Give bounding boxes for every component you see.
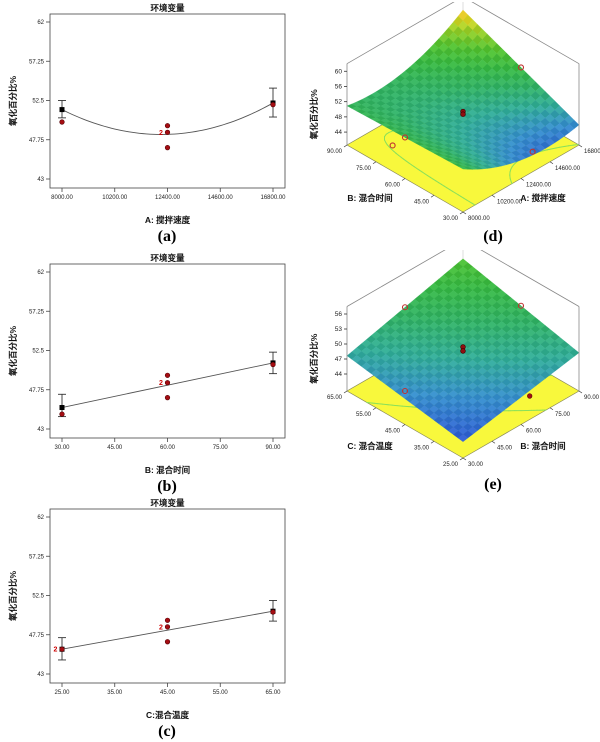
svg-text:45.00: 45.00: [385, 429, 401, 435]
panel-e: 25.00 35.00 45.00 55.00 65.00 30.00 45.00 60.00…: [300, 250, 600, 493]
svg-text:2: 2: [159, 130, 163, 137]
panel-b: 43 47.75 52.5 57.25 62 30.00 45.00 60.00 75.00 90…: [0, 252, 300, 495]
svg-text:52.5: 52.5: [32, 594, 44, 600]
svg-text:75.00: 75.00: [555, 412, 571, 418]
svg-text:8000.00: 8000.00: [468, 216, 490, 222]
svg-text:48: 48: [335, 114, 343, 121]
svg-text:16800.00: 16800.00: [584, 149, 600, 155]
svg-text:57.25: 57.25: [29, 309, 45, 315]
svg-text:47.75: 47.75: [29, 138, 45, 144]
panel-caption-b: (b): [157, 478, 177, 495]
surface-plot-e: 25.00 35.00 45.00 55.00 65.00 30.00 45.00 60.00…: [309, 250, 600, 468]
svg-text:44: 44: [335, 129, 343, 136]
one-factor-plot-a: 43 47.75 52.5 57.25 62 8000.00 10200.00 12400.0…: [8, 3, 286, 225]
svg-text:35.00: 35.00: [414, 445, 430, 451]
svg-text:57.25: 57.25: [29, 59, 45, 65]
svg-text:56: 56: [335, 311, 343, 318]
svg-text:65.00: 65.00: [327, 395, 343, 401]
svg-text:A: 搅拌速度: A: 搅拌速度: [520, 193, 566, 203]
svg-text:43: 43: [37, 177, 44, 183]
svg-text:62: 62: [37, 20, 44, 26]
panel-caption-c: (c): [158, 723, 176, 740]
svg-text:52.5: 52.5: [32, 99, 44, 105]
svg-text:52.5: 52.5: [32, 349, 44, 355]
svg-text:氧化百分比%: 氧化百分比%: [8, 76, 18, 128]
svg-text:47.75: 47.75: [29, 633, 45, 639]
svg-text:90.00: 90.00: [327, 149, 343, 155]
svg-text:53: 53: [335, 326, 343, 333]
svg-text:60: 60: [335, 68, 343, 75]
svg-text:B: 混合时间: B: 混合时间: [347, 193, 392, 203]
svg-text:C:混合温度: C:混合温度: [146, 710, 189, 720]
svg-text:2: 2: [54, 647, 58, 654]
svg-text:氧化百分比%: 氧化百分比%: [8, 571, 18, 623]
svg-text:环境变量: 环境变量: [150, 498, 185, 508]
svg-text:10200.00: 10200.00: [497, 199, 523, 205]
svg-text:12400.00: 12400.00: [155, 195, 181, 201]
svg-text:55.00: 55.00: [356, 412, 372, 418]
svg-text:10200.00: 10200.00: [102, 195, 128, 201]
svg-text:环境变量: 环境变量: [150, 253, 185, 263]
svg-text:16800.00: 16800.00: [260, 195, 286, 201]
svg-text:43: 43: [37, 427, 44, 433]
svg-text:60.00: 60.00: [160, 445, 176, 451]
svg-text:B: 混合时间: B: 混合时间: [520, 441, 565, 451]
svg-text:50: 50: [335, 341, 343, 348]
svg-text:55.00: 55.00: [213, 690, 229, 696]
svg-text:A: 搅拌速度: A: 搅拌速度: [145, 215, 191, 225]
svg-text:60.00: 60.00: [385, 183, 401, 189]
svg-text:60.00: 60.00: [526, 429, 542, 435]
svg-text:90.00: 90.00: [265, 445, 281, 451]
svg-text:30.00: 30.00: [468, 462, 484, 468]
panel-d: 30.00 45.00 60.00 75.00 90.00 8000.00 10200.00…: [300, 2, 600, 245]
svg-text:2: 2: [159, 624, 163, 631]
svg-text:56: 56: [335, 83, 343, 90]
one-factor-plot-b: 43 47.75 52.5 57.25 62 30.00 45.00 60.00 75.00 90…: [8, 253, 286, 475]
svg-text:44: 44: [335, 371, 343, 378]
svg-text:45.00: 45.00: [497, 445, 513, 451]
svg-text:25.00: 25.00: [443, 462, 459, 468]
surface-plot-d: 30.00 45.00 60.00 75.00 90.00 8000.00 10200.00…: [309, 2, 600, 222]
svg-text:35.00: 35.00: [107, 690, 123, 696]
svg-text:2: 2: [159, 380, 163, 387]
one-factor-plot-c: 43 47.75 52.5 57.25 62 25.00 35.00 45.00 55.00 65…: [8, 498, 286, 720]
panel-a: 43 47.75 52.5 57.25 62 8000.00 10200.00 12400.0…: [0, 2, 300, 245]
svg-text:62: 62: [37, 515, 44, 521]
svg-text:47: 47: [335, 356, 343, 363]
svg-text:30.00: 30.00: [54, 445, 70, 451]
svg-text:45.00: 45.00: [160, 690, 176, 696]
svg-text:12400.00: 12400.00: [526, 183, 552, 189]
svg-text:45.00: 45.00: [107, 445, 123, 451]
svg-text:氧化百分比%: 氧化百分比%: [309, 89, 319, 141]
svg-text:氧化百分比%: 氧化百分比%: [8, 326, 18, 378]
svg-text:C: 混合温度: C: 混合温度: [347, 441, 393, 451]
svg-text:8000.00: 8000.00: [51, 195, 73, 201]
svg-text:氧化百分比%: 氧化百分比%: [309, 333, 319, 385]
svg-text:62: 62: [37, 270, 44, 276]
svg-text:90.00: 90.00: [584, 395, 600, 401]
svg-text:环境变量: 环境变量: [150, 3, 185, 13]
panel-c: 43 47.75 52.5 57.25 62 25.00 35.00 45.00 55.00 65…: [0, 497, 300, 740]
svg-text:45.00: 45.00: [414, 199, 430, 205]
svg-text:30.00: 30.00: [443, 216, 459, 222]
svg-text:25.00: 25.00: [54, 690, 70, 696]
panel-caption-e: (e): [484, 476, 502, 493]
svg-text:B: 混合时间: B: 混合时间: [145, 465, 190, 475]
svg-text:75.00: 75.00: [213, 445, 229, 451]
svg-text:14600.00: 14600.00: [555, 166, 581, 172]
svg-text:14600.00: 14600.00: [208, 195, 234, 201]
svg-text:52: 52: [335, 99, 343, 106]
svg-text:43: 43: [37, 672, 44, 678]
svg-text:57.25: 57.25: [29, 554, 45, 560]
svg-text:75.00: 75.00: [356, 166, 372, 172]
panel-caption-a: (a): [157, 228, 177, 245]
svg-text:65.00: 65.00: [265, 690, 281, 696]
svg-text:47.75: 47.75: [29, 388, 45, 394]
panel-caption-d: (d): [483, 228, 503, 245]
